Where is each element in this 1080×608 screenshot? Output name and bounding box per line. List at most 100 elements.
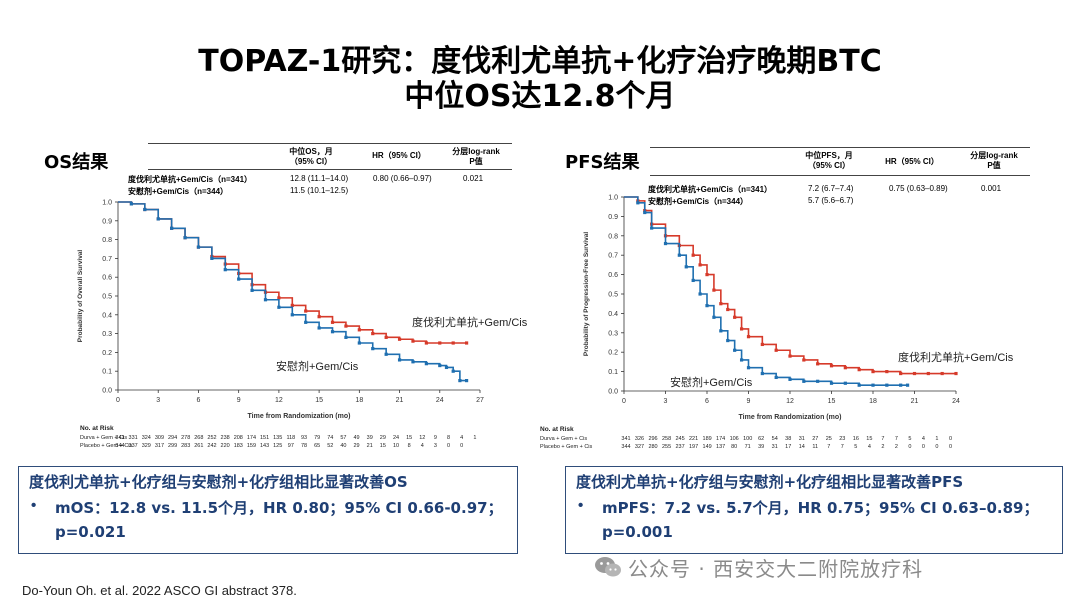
os-table-top-rule	[148, 143, 512, 144]
os-summary-bullet: •	[31, 497, 37, 514]
nrisk-row2-value: 40	[340, 443, 346, 449]
nrisk-row2-value: 0	[908, 444, 911, 450]
censor-mark	[384, 352, 388, 356]
os-section-label: OS结果	[44, 152, 109, 173]
nrisk-row1-value: 331	[129, 435, 138, 441]
os-col-median: 中位OS，月 （95% CI）	[289, 147, 333, 166]
censor-mark	[760, 371, 764, 376]
x-tick-label: 12	[786, 398, 794, 405]
os-row1-median: 12.8 (11.1–14.0)	[290, 174, 349, 183]
censor-mark	[912, 371, 917, 376]
censor-mark	[691, 253, 695, 257]
nrisk-row2-value: 5	[854, 444, 857, 450]
y-tick-label: 0.5	[102, 294, 112, 301]
nrisk-row2-value: 242	[207, 443, 216, 449]
nrisk-row1-value: 39	[367, 435, 373, 441]
nrisk-row2-value: 2	[895, 444, 898, 450]
nrisk-row1-value: 174	[716, 436, 725, 442]
x-tick-label: 24	[952, 398, 960, 405]
wechat-icon	[594, 555, 622, 579]
censor-mark	[330, 330, 335, 334]
censor-mark	[926, 371, 930, 376]
os-summary-line2: p=0.021	[55, 523, 126, 541]
censor-mark	[871, 383, 875, 387]
nrisk-row1-value: 24	[393, 435, 399, 441]
nrisk-row1-value: 8	[447, 435, 450, 441]
x-tick-label: 3	[156, 397, 160, 404]
censor-mark	[739, 327, 744, 331]
os-col-p: 分层log-rank P值	[452, 147, 500, 166]
censor-mark	[636, 201, 640, 205]
nrisk-row2-value: 80	[731, 444, 737, 450]
censor-mark	[705, 304, 709, 308]
censor-mark	[464, 341, 469, 345]
censor-mark	[210, 256, 214, 260]
censor-mark	[371, 347, 375, 351]
pfs-summary-box: 度伐利尤单抗+化疗组与安慰剂+化疗组相比显著改善PFS • mPFS：7.2 v…	[565, 466, 1063, 554]
os-summary-heading: 度伐利尤单抗+化疗组与安慰剂+化疗组相比显著改善OS	[29, 473, 408, 491]
censor-mark	[344, 324, 348, 328]
x-tick-label: 18	[355, 397, 363, 404]
nrisk-row2-value: 237	[675, 444, 684, 450]
censor-mark	[397, 358, 402, 362]
nrisk-row2-value: 220	[221, 443, 230, 449]
nrisk-row1-value: 100	[743, 436, 752, 442]
y-tick-label: 0.6	[102, 275, 112, 282]
censor-mark	[677, 253, 681, 257]
pfs-row1-median: 7.2 (6.7–7.4)	[808, 184, 854, 193]
censor-mark	[746, 335, 751, 339]
censor-mark	[304, 320, 308, 324]
y-tick-label: 0.9	[608, 214, 618, 221]
nrisk-row1-value: 12	[419, 435, 425, 441]
censor-mark	[746, 366, 751, 370]
watermark: 公众号 · 西安交大二附院放疗科	[594, 554, 923, 581]
censor-mark	[424, 362, 428, 366]
y-tick-label: 0.7	[102, 256, 112, 263]
nrisk-row1-value: 62	[758, 436, 764, 442]
nrisk-row2-value: 10	[393, 443, 399, 449]
nrisk-row1-value: 135	[273, 435, 282, 441]
nrisk-row2-value: 14	[799, 444, 805, 450]
pfs-row1-label: 度伐利尤单抗+Gem/Cis（n=341）	[648, 185, 773, 194]
nrisk-row2-value: 149	[703, 444, 712, 450]
x-tick-label: 24	[436, 397, 444, 404]
censor-mark	[802, 379, 806, 383]
nrisk-row2-value: 344	[621, 444, 630, 450]
pfs-table-top-rule	[650, 147, 1030, 148]
nrisk-row1-value: 54	[772, 436, 778, 442]
nrisk-row2-value: 0	[447, 443, 450, 449]
censor-mark	[411, 360, 415, 364]
censor-mark	[829, 381, 834, 385]
x-tick-label: 9	[237, 397, 241, 404]
censor-mark	[726, 338, 730, 343]
censor-mark	[438, 363, 442, 368]
y-tick-label: 0.1	[608, 369, 618, 376]
nrisk-row2-value: 337	[129, 443, 138, 449]
x-axis-label: Time from Randomization (mo)	[739, 414, 842, 421]
y-tick-label: 0.9	[102, 218, 112, 225]
x-tick-label: 0	[622, 398, 626, 405]
censor-mark	[444, 365, 449, 370]
censor-mark	[330, 320, 335, 324]
censor-mark	[885, 370, 889, 374]
nrisk-row2-value: 344	[115, 443, 124, 449]
censor-mark	[954, 371, 958, 376]
censor-mark	[384, 335, 388, 339]
censor-mark	[885, 383, 889, 387]
pfs-table-mid-rule	[650, 175, 1030, 176]
censor-mark	[739, 358, 744, 362]
y-tick-label: 0.8	[102, 237, 112, 244]
pfs-row2-label: 安慰剂+Gem/Cis（n=344）	[648, 197, 749, 206]
nrisk-row1-value: 31	[799, 436, 805, 442]
censor-mark	[816, 379, 820, 383]
nrisk-row1-value: 238	[221, 435, 230, 441]
nrisk-row1-label: Durva + Gem + Cis	[80, 435, 127, 441]
y-axis-label: Probability of Progression-Free Survival	[583, 232, 590, 356]
censor-mark	[726, 307, 730, 312]
nrisk-row1-value: 189	[703, 436, 712, 442]
nrisk-row1-value: 9	[434, 435, 437, 441]
pfs-section-label: PFS结果	[565, 152, 640, 173]
y-tick-label: 0.4	[608, 311, 618, 318]
censor-mark	[857, 368, 861, 372]
slide-title-line2: 中位OS达12.8个月	[404, 79, 676, 114]
